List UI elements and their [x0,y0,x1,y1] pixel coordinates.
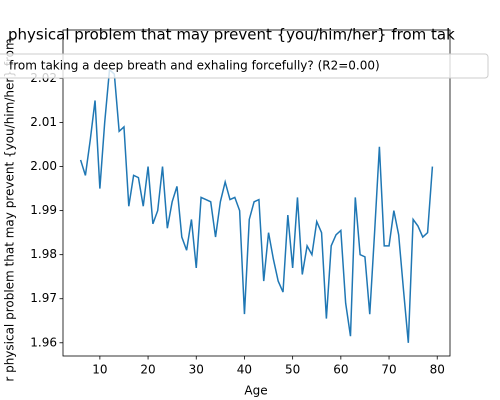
data-line [79,68,434,343]
plot-frame [62,29,451,357]
y-axis-label: r physical problem that may prevent {you… [3,38,17,381]
x-tick-label: 20 [140,363,155,377]
x-tick-label: 60 [333,363,348,377]
x-tick-label: 80 [430,363,445,377]
y-tick-label: 2.00 [30,159,57,173]
x-tick-label: 40 [237,363,252,377]
y-tick-label: 1.96 [30,335,57,349]
x-tick-label: 10 [92,363,107,377]
legend-label: from taking a deep breath and exhaling f… [9,59,380,73]
x-tick-label: 70 [381,363,396,377]
y-tick-label: 1.97 [30,291,57,305]
legend-box [0,53,489,79]
y-tick-label: 1.99 [30,203,57,217]
x-tick-label: 50 [285,363,300,377]
x-axis-label: Age [244,384,267,398]
y-tick-label: 1.98 [30,247,57,261]
chart-title: physical problem that may prevent {you/h… [8,26,455,44]
x-tick-label: 30 [189,363,204,377]
y-tick-label: 2.01 [30,115,57,129]
